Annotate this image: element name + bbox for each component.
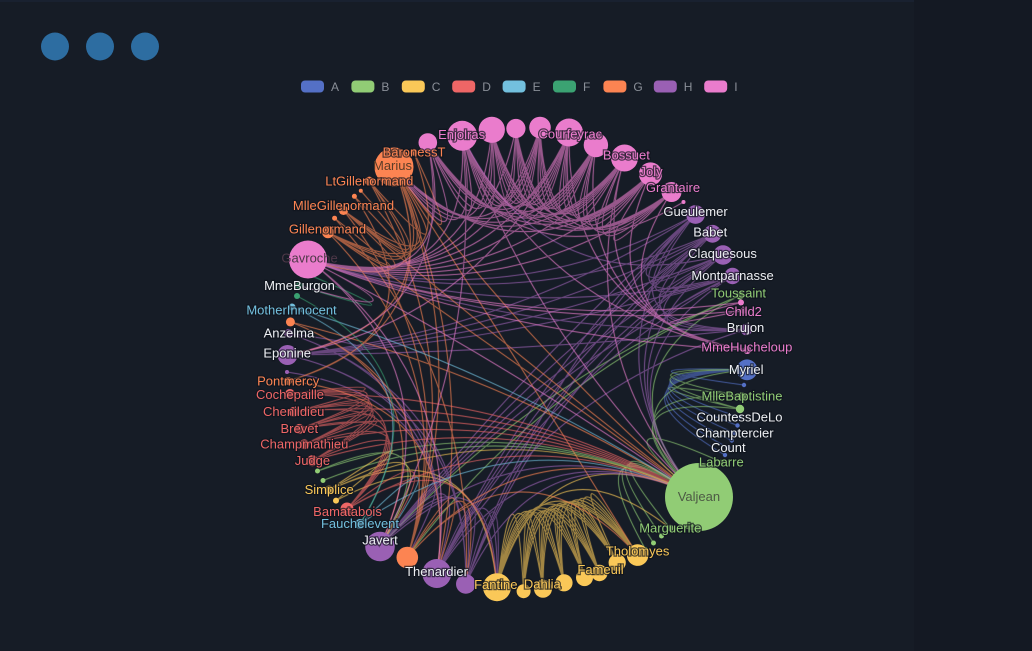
- svg-text:Myriel: Myriel: [729, 362, 764, 377]
- svg-text:Brujon: Brujon: [727, 320, 765, 335]
- svg-text:Gueulemer: Gueulemer: [663, 204, 728, 219]
- svg-text:Fantine: Fantine: [474, 577, 517, 592]
- svg-text:Grantaire: Grantaire: [646, 180, 700, 195]
- svg-text:Gavroche: Gavroche: [281, 250, 337, 265]
- svg-text:Montparnasse: Montparnasse: [691, 268, 773, 283]
- svg-text:Eponine: Eponine: [263, 345, 311, 360]
- svg-text:MotherInnocent: MotherInnocent: [246, 303, 337, 318]
- svg-text:Marguerite: Marguerite: [639, 521, 701, 536]
- svg-text:Brevet: Brevet: [281, 421, 319, 436]
- svg-text:MlleBaptistine: MlleBaptistine: [702, 389, 783, 404]
- svg-text:Bamatabois: Bamatabois: [313, 504, 382, 519]
- svg-text:Gillenormand: Gillenormand: [289, 222, 366, 237]
- svg-text:Bossuet: Bossuet: [603, 148, 650, 163]
- svg-text:MmeHucheloup: MmeHucheloup: [701, 339, 792, 354]
- svg-text:A: A: [331, 80, 339, 94]
- svg-text:Count: Count: [711, 440, 746, 455]
- svg-text:F: F: [583, 80, 590, 94]
- svg-text:Joly: Joly: [640, 164, 664, 179]
- svg-text:Fameuil: Fameuil: [577, 562, 623, 577]
- svg-text:Tholomyes: Tholomyes: [606, 543, 670, 558]
- svg-text:Chenildieu: Chenildieu: [263, 404, 324, 419]
- svg-text:Labarre: Labarre: [699, 454, 744, 469]
- svg-text:Thenardier: Thenardier: [405, 564, 469, 579]
- svg-text:B: B: [381, 80, 389, 94]
- svg-text:Anzelma: Anzelma: [264, 326, 315, 341]
- svg-text:Fauchelevent: Fauchelevent: [321, 516, 399, 531]
- svg-text:LtGillenormand: LtGillenormand: [325, 173, 413, 188]
- svg-text:Judge: Judge: [295, 453, 330, 468]
- svg-text:MmeBurgon: MmeBurgon: [264, 278, 335, 293]
- svg-text:Courfeyrac: Courfeyrac: [539, 126, 603, 141]
- svg-text:Javert: Javert: [362, 533, 398, 548]
- svg-text:Claquesous: Claquesous: [688, 246, 757, 261]
- svg-text:Simplice: Simplice: [305, 482, 354, 497]
- svg-text:G: G: [633, 80, 642, 94]
- svg-text:Cochepaille: Cochepaille: [256, 387, 324, 402]
- svg-text:Champmathieu: Champmathieu: [260, 437, 348, 452]
- svg-text:Marius: Marius: [373, 158, 413, 173]
- svg-text:H: H: [684, 80, 693, 94]
- svg-text:E: E: [533, 80, 541, 94]
- svg-text:Enjolras: Enjolras: [438, 127, 485, 142]
- svg-text:Pontmercy: Pontmercy: [257, 374, 320, 389]
- svg-text:Dahlia: Dahlia: [524, 577, 562, 592]
- svg-text:MlleGillenormand: MlleGillenormand: [293, 198, 394, 213]
- svg-text:Valjean: Valjean: [678, 489, 720, 504]
- svg-text:Champtercier: Champtercier: [696, 425, 775, 440]
- svg-text:Child2: Child2: [725, 304, 762, 319]
- svg-text:Toussaint: Toussaint: [711, 285, 766, 300]
- svg-text:Babet: Babet: [693, 224, 727, 239]
- svg-text:D: D: [482, 80, 491, 94]
- svg-text:CountessDeLo: CountessDeLo: [697, 410, 783, 425]
- svg-text:C: C: [432, 80, 441, 94]
- svg-text:BaronessT: BaronessT: [383, 145, 446, 160]
- svg-text:I: I: [734, 80, 737, 94]
